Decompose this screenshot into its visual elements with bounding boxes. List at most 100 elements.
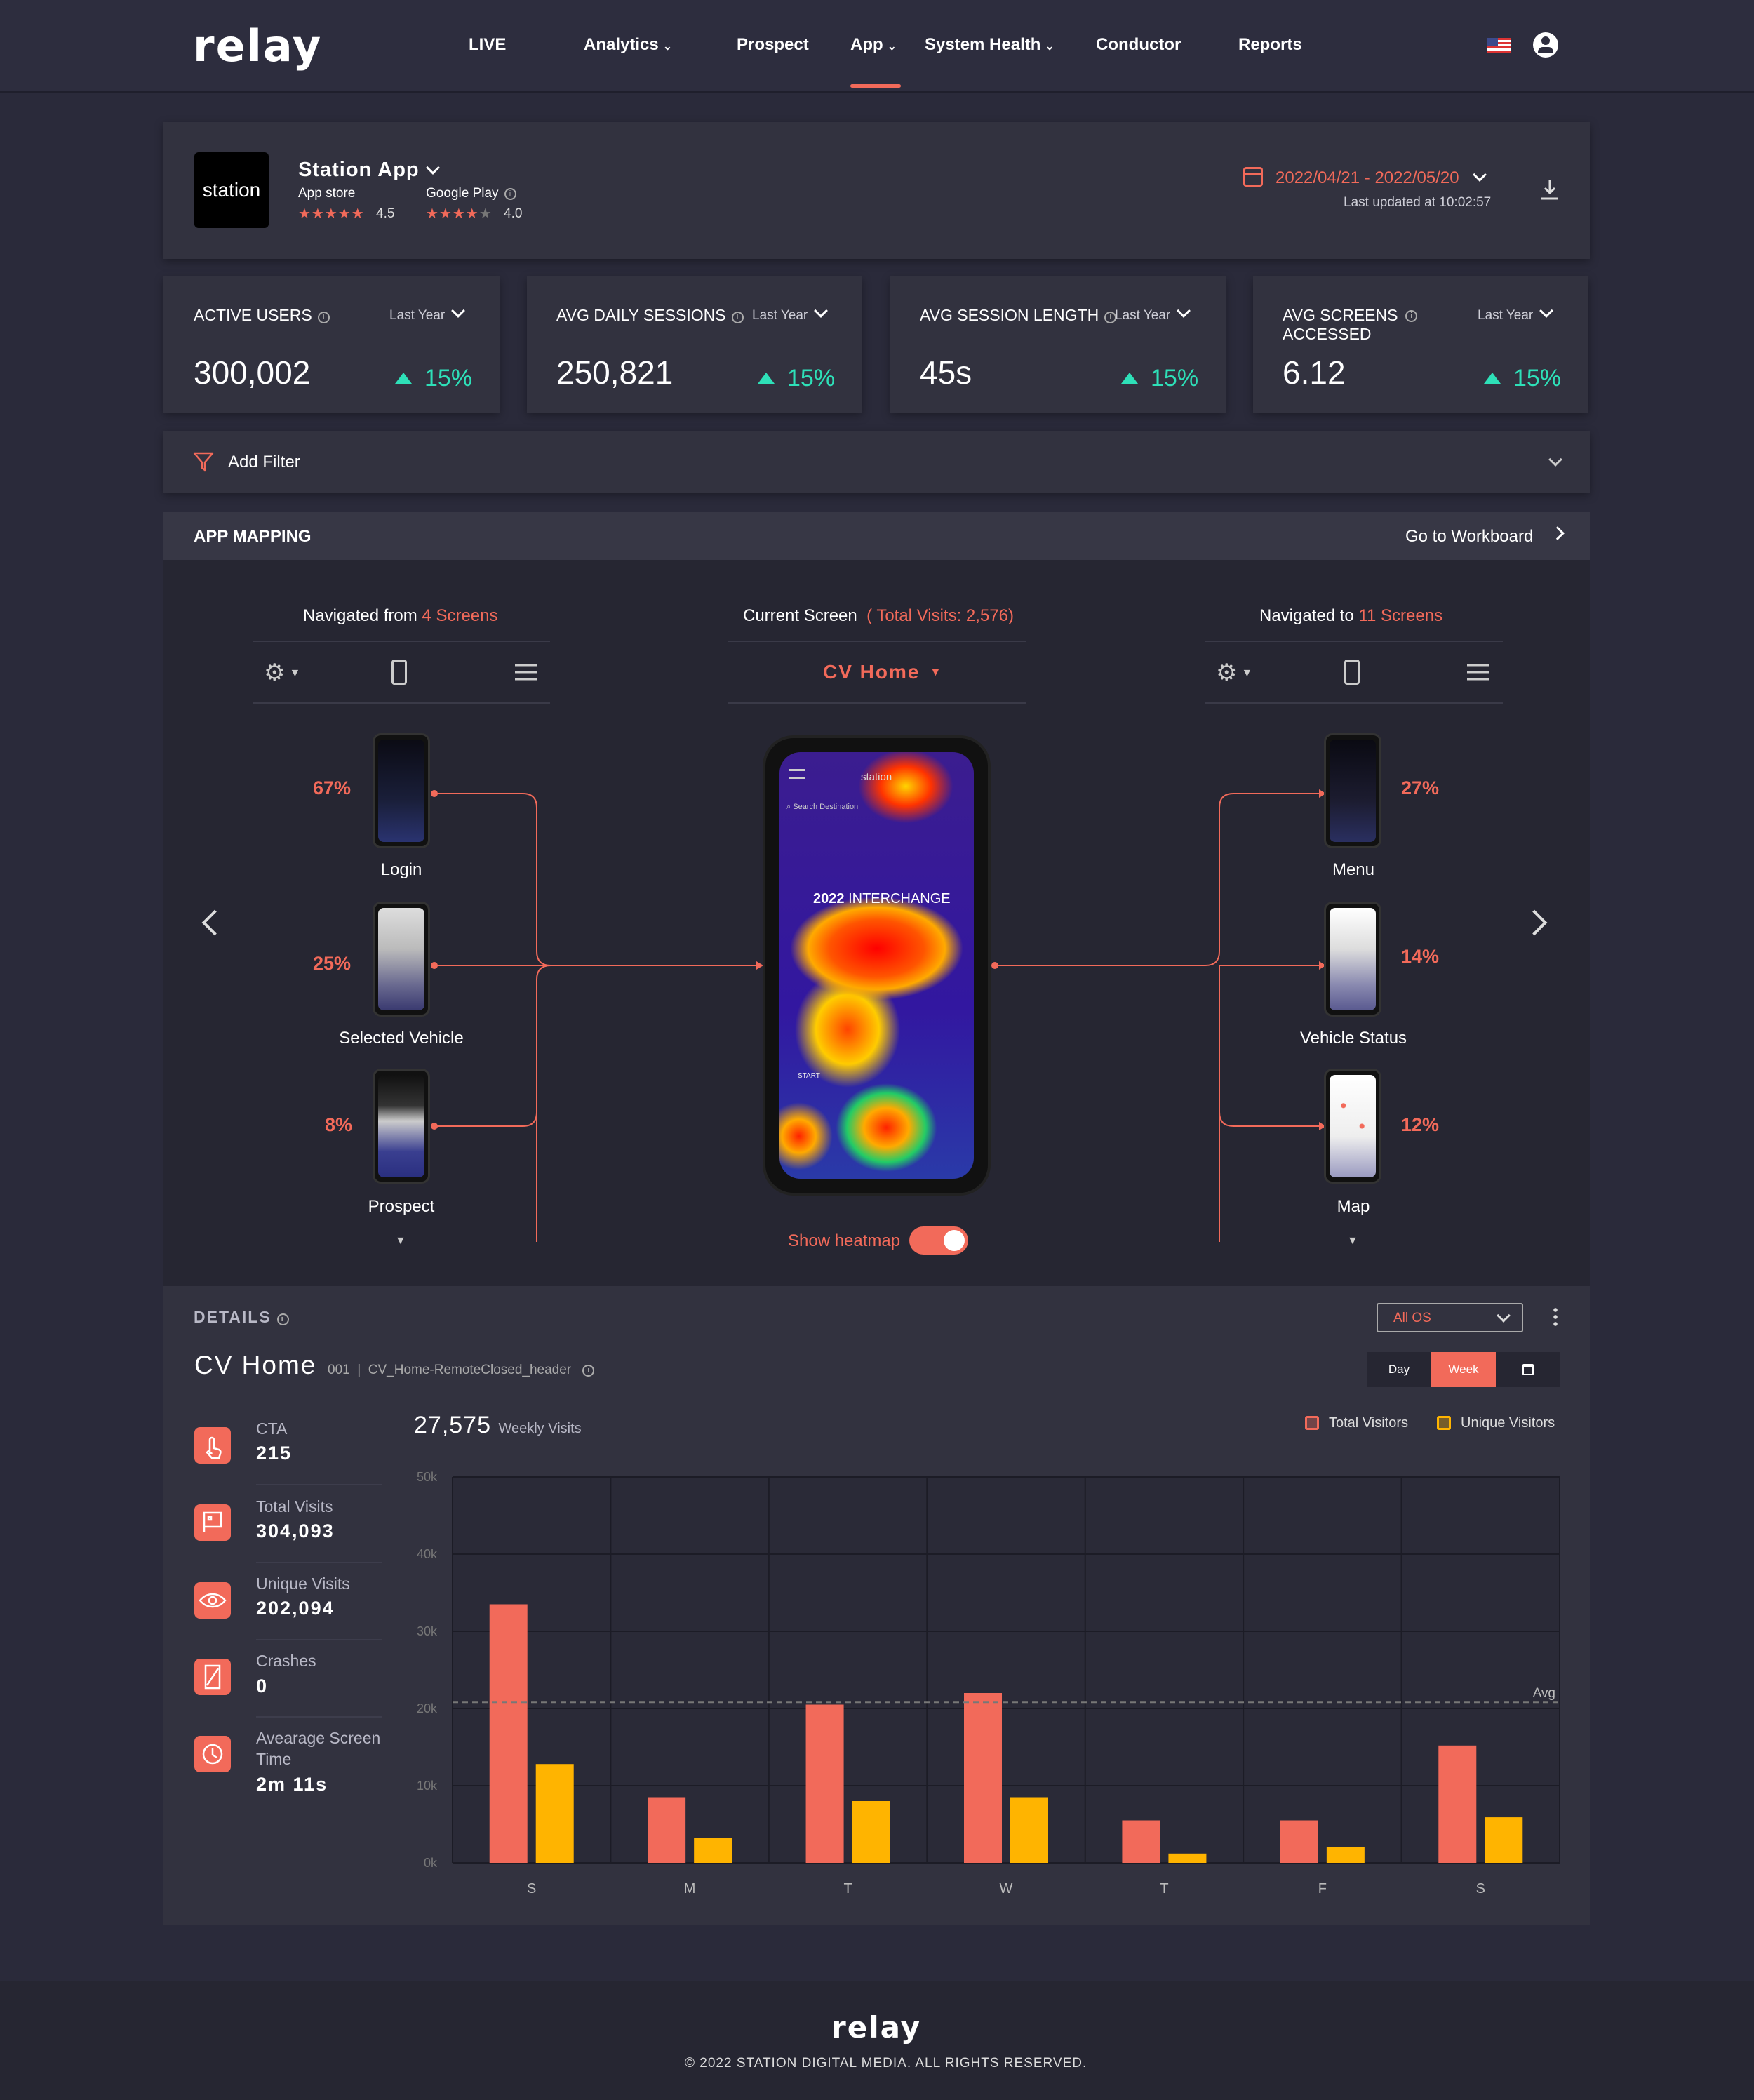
avg-label: Avg [1533,1686,1555,1701]
current-screen-dropdown[interactable]: CV Home ▼ [823,661,942,683]
footer: relay © 2022 STATION DIGITAL MEDIA. ALL … [0,1981,1754,2100]
go-to-workboard-link[interactable]: Go to Workboard [1405,526,1565,547]
from-screen-pct: 25% [313,953,352,974]
eye-glyph [199,1593,227,1608]
navigated-from-label: Navigated from [303,606,417,625]
clock-glyph [202,1744,223,1765]
stat-title-text: ACTIVE USERS [194,306,312,324]
legend-unique-visitors[interactable]: Unique Visitors [1437,1415,1555,1431]
stat-period-text: Last Year [1115,308,1171,323]
nav-item-label: App [850,35,883,54]
relay-logo[interactable]: relay [193,20,323,72]
x-tick-label: T [1160,1881,1168,1897]
nav-item-prospect[interactable]: Prospect [737,35,809,55]
app-store-rating: 4.5 [376,206,395,221]
nav-item-analytics[interactable]: Analytics ⌄ [584,35,672,55]
info-icon[interactable]: i [317,312,330,323]
to-screen-pct: 14% [1401,946,1440,967]
app-selector[interactable]: Station App [298,159,440,182]
workboard-link-text: Go to Workboard [1405,527,1534,546]
us-flag-icon[interactable] [1487,38,1511,53]
to-screen-name: Map [1337,1197,1370,1216]
divider [256,1639,382,1640]
nav-item-conductor[interactable]: Conductor [1096,35,1181,55]
user-account-icon[interactable] [1533,32,1558,58]
from-screen-name: Selected Vehicle [339,1029,464,1048]
app-name: Station App [298,159,420,181]
screen-thumbnail-prospect[interactable] [373,1069,430,1184]
nav-item-reports[interactable]: Reports [1238,35,1302,55]
heatmap-toggle[interactable] [909,1226,968,1255]
date-range-picker[interactable]: 2022/04/21 - 2022/05/20 [1276,168,1487,188]
mobile-device-icon[interactable] [1344,660,1360,685]
os-select[interactable]: All OS [1377,1303,1523,1332]
stat-value: 300,002 [194,354,311,391]
nav-item-live[interactable]: LIVE [469,35,506,55]
app-logo: station [194,152,269,228]
screen-thumbnail-menu[interactable] [1324,733,1381,848]
filter-bar[interactable] [163,431,1590,493]
from-screen-pct: 67% [313,777,352,798]
screen-thumbnail-vehicle-status[interactable] [1324,902,1381,1017]
info-icon[interactable]: i [731,312,744,323]
footer-logo[interactable]: relay [831,2010,922,2045]
calendar-icon[interactable] [1243,167,1263,187]
metric-label: Avearage Screen Time [256,1729,381,1768]
stat-title: AVG DAILY SESSIONS i [556,306,744,325]
stat-period-dropdown[interactable]: Last Year [752,304,829,323]
navigated-from-count[interactable]: 4 Screens [422,606,498,625]
info-icon[interactable]: i [276,1313,289,1325]
calendar-icon[interactable] [1496,1352,1560,1387]
metric-label: Unique Visits [256,1574,350,1593]
flag-glyph [203,1511,222,1532]
info-icon[interactable]: i [1104,312,1117,323]
calendar-glyph [1522,1364,1534,1375]
metric-value: 0 [256,1676,269,1697]
y-tick-label: 30k [417,1624,438,1638]
screen-thumbnail-map[interactable] [1324,1069,1381,1184]
more-options-icon[interactable] [1553,1306,1558,1327]
legend-total-visitors[interactable]: Total Visitors [1305,1415,1408,1431]
divider [256,1562,382,1563]
trend-up-icon [395,373,412,384]
info-icon[interactable]: i [582,1365,595,1377]
stat-title-text: AVG SESSION LENGTH [920,306,1099,324]
range-tab-week[interactable]: Week [1431,1352,1496,1387]
nav-item-app[interactable]: App ⌄ [850,35,897,55]
add-filter-label[interactable]: Add Filter [228,453,300,472]
stat-period-dropdown[interactable]: Last Year [389,304,466,323]
settings-gear-icon[interactable]: ⚙ ▼ [1216,660,1253,686]
metric-label: Total Visits [256,1497,333,1516]
stat-period-dropdown[interactable]: Last Year [1115,304,1191,323]
google-play-label: Google Play i [426,186,516,201]
x-tick-label: S [527,1881,536,1897]
tap-hand-glyph [206,1436,222,1459]
caret-down-icon: ▼ [930,667,943,678]
navigated-to-heading: Navigated to 11 Screens [1259,606,1442,626]
google-play-label-text: Google Play [426,186,499,201]
stat-period-dropdown[interactable]: Last Year [1478,304,1554,323]
caret-down-icon[interactable]: ▼ [1347,1235,1358,1247]
download-icon[interactable] [1539,178,1560,201]
navigated-to-count[interactable]: 11 Screens [1358,606,1443,625]
caret-down-icon[interactable]: ▼ [395,1235,406,1247]
details-title: DETAILS i [194,1308,289,1327]
navigated-from-heading: Navigated from 4 Screens [303,606,497,626]
settings-gear-icon[interactable]: ⚙ ▼ [264,660,301,686]
menu-list-icon[interactable] [1466,663,1490,681]
info-icon[interactable]: i [504,188,516,200]
navigated-to-label: Navigated to [1259,606,1354,625]
stat-card-active-users [163,276,500,413]
stat-title: AVG SESSION LENGTH i [920,306,1117,325]
phone-start-label: START [798,1072,820,1080]
chevron-down-icon [1497,1309,1511,1323]
mobile-device-icon[interactable] [391,660,407,685]
info-icon[interactable]: i [1405,310,1417,322]
nav-item-system-health[interactable]: System Health ⌄ [925,35,1055,55]
screen-thumbnail-selected-vehicle[interactable] [373,902,430,1017]
range-tab-day[interactable]: Day [1367,1352,1431,1387]
screen-thumbnail-login[interactable] [373,733,430,848]
screen-id-text: 001 [328,1363,350,1377]
bar-total-visitors [1280,1820,1318,1863]
menu-list-icon[interactable] [514,663,538,681]
